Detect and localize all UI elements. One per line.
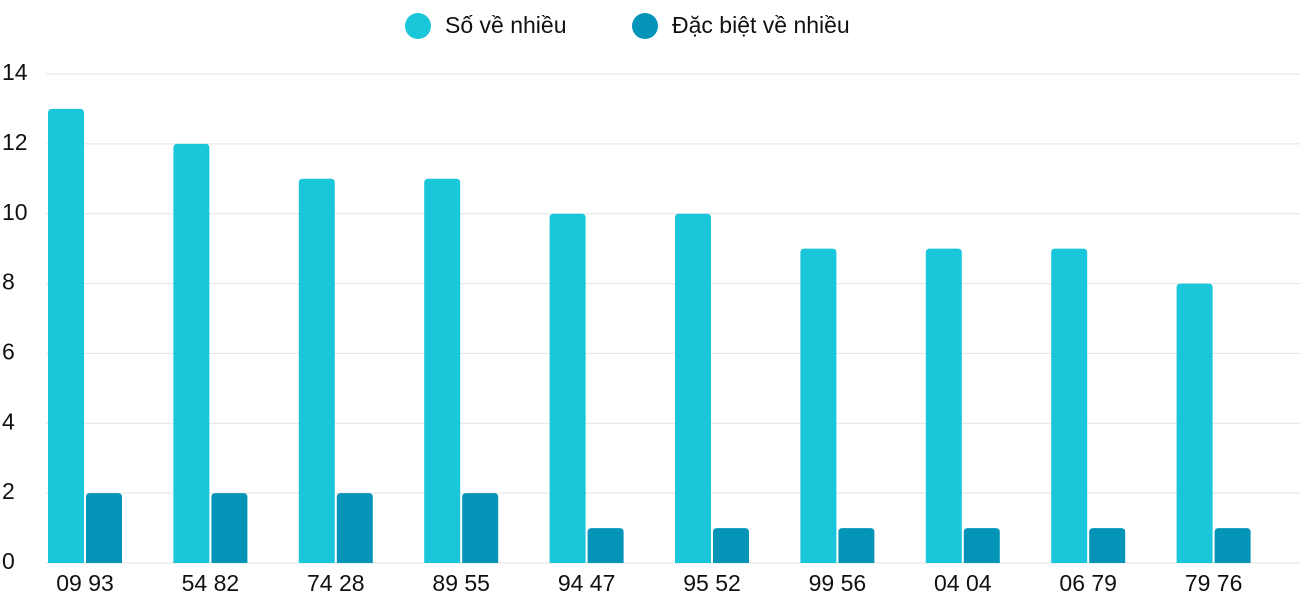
- bar: [713, 528, 749, 563]
- bar: [549, 213, 586, 563]
- y-tick-label: 12: [2, 129, 28, 155]
- bar: [963, 528, 1000, 563]
- legend-label: Đặc biệt về nhiều: [672, 12, 850, 38]
- bar: [86, 493, 122, 563]
- y-tick-label: 0: [2, 548, 15, 574]
- bar: [48, 108, 84, 563]
- bar: [800, 248, 837, 563]
- x-tick-label: 09 93: [56, 570, 114, 596]
- bar: [1214, 528, 1251, 563]
- x-tick-label: 79 76: [1185, 570, 1243, 596]
- y-tick-label: 8: [2, 269, 15, 295]
- x-tick-label: 99 56: [809, 570, 867, 596]
- bar: [1089, 528, 1126, 563]
- bar: [838, 528, 875, 563]
- x-tick-label: 06 79: [1059, 570, 1117, 596]
- y-tick-label: 4: [2, 408, 15, 434]
- bar: [298, 178, 335, 564]
- bar: [587, 528, 624, 563]
- x-tick-label: 54 82: [182, 570, 240, 596]
- x-tick-label: 74 28: [307, 570, 365, 596]
- y-tick-label: 14: [2, 59, 28, 85]
- bar: [1176, 283, 1213, 563]
- bar: [1051, 248, 1088, 563]
- bar: [336, 493, 373, 563]
- bar: [424, 178, 461, 564]
- bar: [173, 143, 210, 563]
- legend-marker: [632, 13, 658, 39]
- legend-label: Số về nhiều: [445, 12, 566, 38]
- x-tick-label: 95 52: [683, 570, 741, 596]
- y-tick-label: 2: [2, 478, 15, 504]
- legend-marker: [405, 13, 431, 39]
- x-tick-label: 94 47: [558, 570, 616, 596]
- bar: [462, 493, 499, 563]
- x-tick-label: 04 04: [934, 570, 992, 596]
- y-tick-label: 6: [2, 339, 15, 365]
- bar: [925, 248, 962, 563]
- x-tick-label: 89 55: [432, 570, 490, 596]
- bar: [211, 493, 248, 563]
- y-tick-label: 10: [2, 199, 28, 225]
- bar: [675, 213, 711, 563]
